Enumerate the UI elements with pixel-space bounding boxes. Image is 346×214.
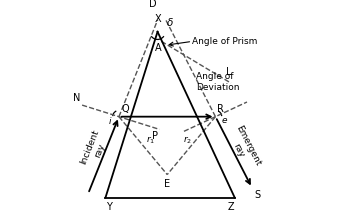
Text: Angle of Prism: Angle of Prism xyxy=(192,37,258,46)
Text: P: P xyxy=(152,131,157,141)
Text: A: A xyxy=(155,43,162,53)
Text: R: R xyxy=(217,104,224,114)
Text: $r_2$: $r_2$ xyxy=(183,134,192,146)
Text: Emergent
ray: Emergent ray xyxy=(225,124,262,173)
Text: Angle of
Deviation: Angle of Deviation xyxy=(196,72,240,92)
Text: Y: Y xyxy=(106,202,112,212)
Text: S: S xyxy=(254,190,260,200)
Text: $e$: $e$ xyxy=(221,116,228,125)
Text: $\delta$: $\delta$ xyxy=(166,16,174,28)
Text: $i$: $i$ xyxy=(108,115,112,126)
Text: Incident
ray: Incident ray xyxy=(79,128,111,169)
Text: X: X xyxy=(154,14,161,24)
Text: Z: Z xyxy=(228,202,234,212)
Text: E: E xyxy=(164,179,170,189)
Text: L: L xyxy=(226,67,232,77)
Text: N: N xyxy=(73,93,80,103)
Text: D: D xyxy=(149,0,156,9)
Text: Q: Q xyxy=(122,104,129,114)
Text: $r_1$: $r_1$ xyxy=(146,134,155,146)
